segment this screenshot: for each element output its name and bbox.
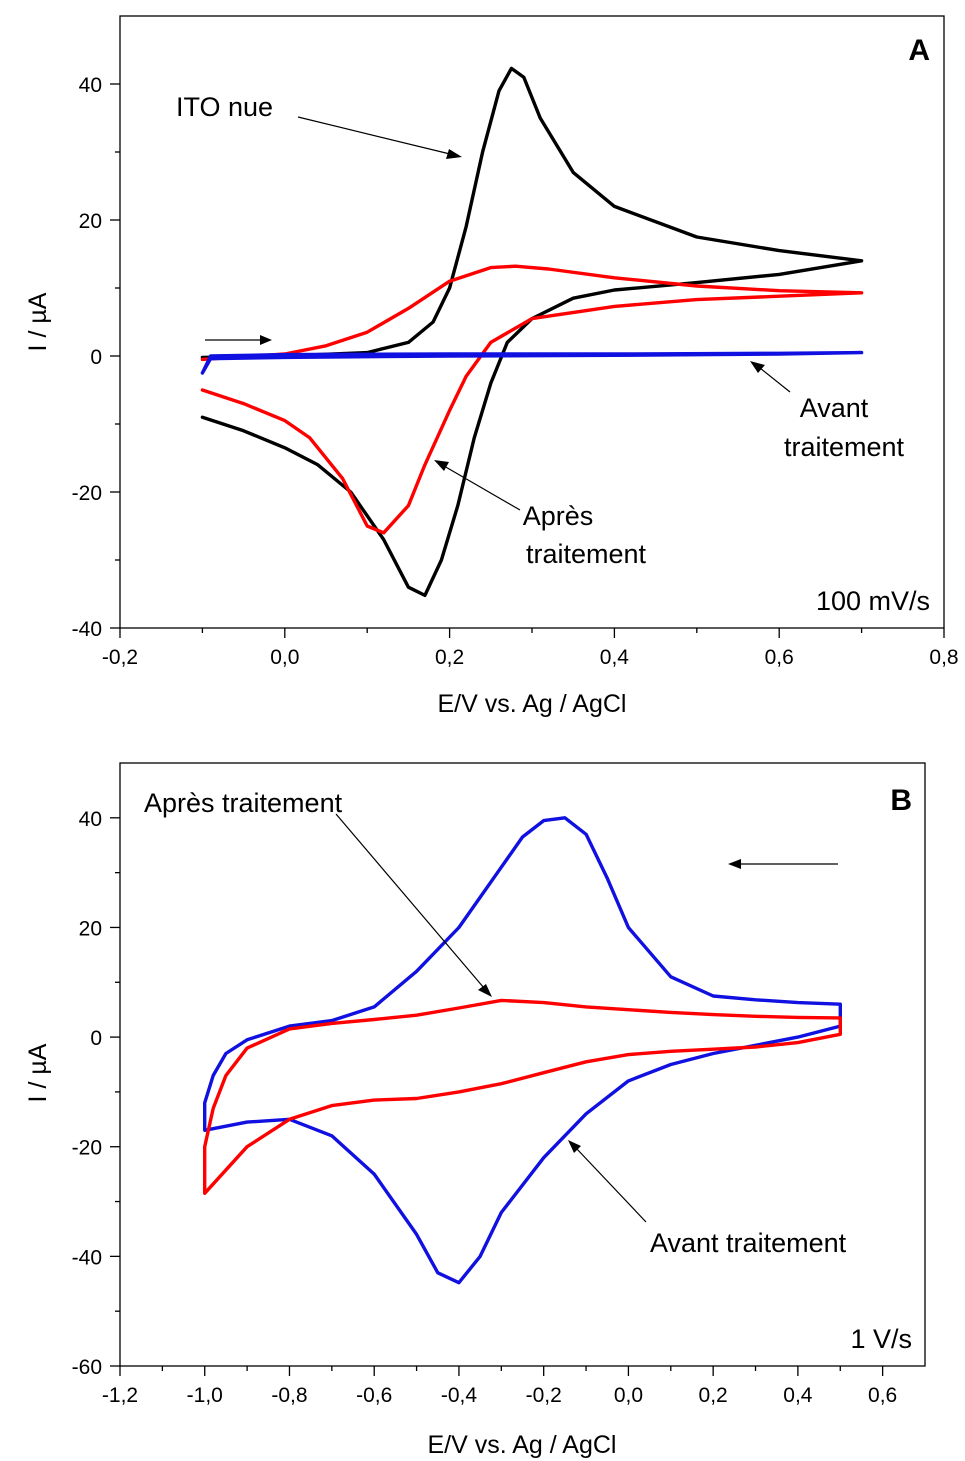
panel-b-x-tick-label: -1,0	[187, 1384, 223, 1407]
panel-b-plot-frame	[119, 762, 926, 1367]
panel-b-y-tick-label: -20	[72, 1137, 102, 1160]
panel-a: -0,2 0,0 0,2 0,4 0,6 0,8 -40 -20 0 20 40 E/V vs. A…	[24, 15, 959, 718]
annotation-a-avant-line1: Avant	[800, 393, 869, 423]
panel-b: -1,2 -1,0 -0,8 -0,6 -0,4 -0,2 0,0 0,2 0,4 0,6 -60 -…	[24, 762, 926, 1459]
panel-a-y-tick-label: -20	[72, 482, 102, 505]
panel-a-x-tick-label: -0,2	[102, 646, 138, 669]
panel-a-y-tick-label: -40	[72, 618, 102, 641]
panel-a-y-tick-label: 0	[90, 346, 102, 369]
panel-b-x-tick-label: -0,2	[526, 1384, 562, 1407]
annotation-ito-nue-arrowhead	[446, 149, 462, 159]
panel-b-label: B	[890, 784, 912, 817]
annotation-b-avant-arrow	[575, 1147, 647, 1223]
panel-b-x-axis-title: E/V vs. Ag / AgCl	[428, 1431, 617, 1459]
annotation-ito-nue-arrow	[297, 116, 451, 155]
panel-b-y-tick-label: 40	[79, 808, 102, 831]
panel-b-y-tick-label: -40	[72, 1246, 102, 1269]
panel-a-series-ito-nue	[200, 66, 864, 598]
annotation-a-avant-arrow	[759, 367, 791, 393]
panel-a-label: A	[908, 34, 930, 67]
annotation-b-apres-arrowhead	[478, 984, 492, 997]
panel-b-x-tick-label: 0,4	[783, 1384, 813, 1407]
panel-b-series	[202, 816, 842, 1285]
panel-a-series-avant-traitement	[200, 350, 864, 375]
panel-b-y-tick-label: 0	[90, 1027, 102, 1050]
panel-a-series	[200, 66, 864, 598]
panel-b-y-axis-title: I / µA	[24, 1043, 52, 1102]
annotation-a-apres-line1: Après	[523, 501, 594, 531]
annotation-ito-nue: ITO nue	[176, 92, 273, 122]
panel-a-y-axis-title: I / µA	[24, 292, 52, 351]
panel-a-scan-rate-label: 100 mV/s	[816, 586, 930, 616]
annotation-b-avant-arrowhead	[568, 1140, 581, 1153]
panel-b-x-tick-label: -0,6	[356, 1384, 392, 1407]
panel-a-x-tick-label: 0,4	[600, 646, 630, 669]
panel-a-y-tick-label: 40	[79, 74, 102, 97]
panel-b-series-apres-traitement	[202, 998, 842, 1196]
panel-a-x-tick-label: 0,8	[929, 646, 958, 669]
panel-b-x-tick-label: 0,0	[614, 1384, 643, 1407]
annotation-a-avant-line2: traitement	[784, 432, 905, 462]
panel-a-series-apres-traitement	[200, 264, 864, 535]
panel-a-x-tick-label: 0,6	[765, 646, 794, 669]
annotation-b-apres-arrow	[335, 813, 485, 989]
panel-a-scan-direction-arrowhead	[260, 335, 272, 345]
panel-b-x-tick-label: -0,8	[271, 1384, 307, 1407]
panel-b-y-tick-label: -60	[72, 1356, 102, 1379]
annotation-a-avant-arrowhead	[750, 361, 765, 373]
panel-a-x-tick-label: 0,2	[435, 646, 464, 669]
annotation-a-apres-arrowhead	[434, 460, 449, 471]
panel-b-x-tick-label: 0,6	[868, 1384, 897, 1407]
panel-b-x-tick-label: -0,4	[441, 1384, 478, 1407]
panel-b-x-tick-label: -1,2	[102, 1384, 138, 1407]
panel-b-ticks: -1,2 -1,0 -0,8 -0,6 -0,4 -0,2 0,0 0,2 0,4 0,6 -60 -…	[72, 808, 898, 1407]
panel-b-scan-direction-arrowhead	[728, 859, 741, 869]
panel-b-series-avant-traitement	[202, 816, 842, 1285]
annotation-b-avant: Avant traitement	[650, 1228, 847, 1258]
panel-a-x-tick-label: 0,0	[270, 646, 299, 669]
panel-a-ticks: -0,2 0,0 0,2 0,4 0,6 0,8 -40 -20 0 20 40	[72, 74, 959, 669]
panel-b-y-tick-label: 20	[79, 917, 102, 940]
annotation-b-apres: Après traitement	[144, 788, 343, 818]
panel-b-scan-rate-label: 1 V/s	[850, 1324, 912, 1354]
annotation-a-apres-line2: traitement	[526, 539, 647, 569]
panel-a-y-tick-label: 20	[79, 210, 102, 233]
annotation-a-apres-arrow	[443, 465, 521, 511]
panel-b-x-tick-label: 0,2	[699, 1384, 728, 1407]
panel-a-x-axis-title: E/V vs. Ag / AgCl	[438, 690, 627, 718]
